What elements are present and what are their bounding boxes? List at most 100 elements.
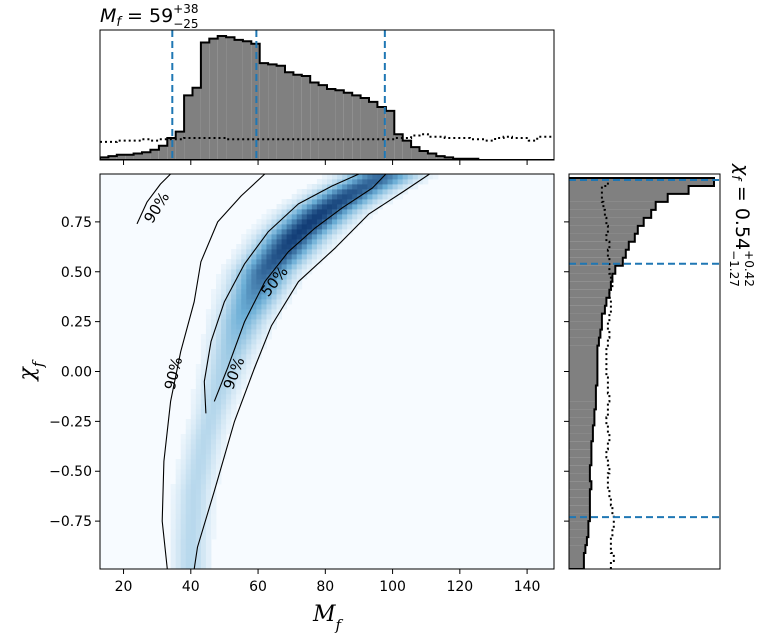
heatmap-cell (200, 414, 207, 420)
heatmap-cell (291, 269, 298, 275)
heatmap-cell (261, 269, 267, 275)
heatmap-cell (180, 449, 187, 455)
heatmap-cell (226, 429, 232, 435)
heatmap-cell (231, 319, 237, 325)
x-tick-label: 60 (249, 579, 267, 595)
heatmap-cell (210, 344, 217, 350)
heatmap-cell (170, 524, 177, 530)
heatmap-cell (210, 359, 217, 365)
heatmap-cell (175, 479, 182, 485)
heatmap-cell (205, 459, 212, 465)
heatmap-cell (170, 519, 177, 525)
heatmap-cell (195, 439, 202, 445)
heatmap-cell (210, 459, 217, 465)
heatmap-cell (261, 279, 267, 285)
marginal-x-bar (402, 140, 412, 160)
heatmap-cell (337, 179, 343, 185)
heatmap-cell (210, 494, 217, 500)
marginal-y-bar (569, 449, 592, 458)
heatmap-cell (347, 174, 353, 180)
heatmap-cell (236, 389, 242, 395)
heatmap-cell (316, 214, 323, 220)
heatmap-cell (236, 364, 242, 370)
heatmap-cell (347, 224, 353, 230)
heatmap-cell (251, 354, 257, 360)
heatmap-cell (306, 234, 313, 240)
heatmap-cell (241, 279, 247, 285)
heatmap-cell (367, 199, 373, 205)
heatmap-cell (306, 214, 313, 220)
heatmap-cell (251, 344, 257, 350)
heatmap-cell (170, 504, 177, 510)
heatmap-cell (180, 524, 187, 530)
heatmap-cell (195, 369, 202, 375)
heatmap-cell (195, 399, 202, 405)
heatmap-cell (276, 244, 282, 250)
heatmap-cell (210, 374, 217, 380)
marginal-y-bar (569, 233, 635, 242)
heatmap-cell (311, 184, 318, 190)
heatmap-cell (306, 199, 313, 205)
heatmap-cell (205, 419, 212, 425)
heatmap-cell (347, 204, 353, 210)
heatmap-cell (301, 224, 308, 230)
marginal-x-bar (234, 39, 243, 160)
heatmap-cell (195, 544, 202, 550)
heatmap-cell (296, 214, 303, 220)
heatmap-cell (180, 499, 187, 505)
heatmap-cell (372, 209, 378, 215)
heatmap-cell (276, 254, 282, 260)
heatmap-cell (241, 284, 247, 290)
heatmap-cell (332, 214, 338, 220)
heatmap-cell (231, 409, 237, 415)
heatmap-cell (261, 254, 267, 260)
heatmap-cell (205, 384, 212, 390)
heatmap-cell (261, 284, 267, 290)
heatmap-cell (226, 269, 232, 275)
heatmap-cell (226, 339, 232, 345)
heatmap-cell (357, 189, 363, 195)
heatmap-cell (362, 189, 368, 195)
marginal-x-bar (352, 95, 361, 160)
marginal-x-bar (268, 64, 277, 160)
heatmap-cell (175, 464, 182, 470)
heatmap-cell (316, 184, 323, 190)
heatmap-cell (170, 489, 177, 495)
heatmap-cell (246, 264, 252, 270)
heatmap-cell (281, 279, 288, 285)
marginal-x-bar (276, 65, 285, 160)
heatmap-cell (221, 289, 227, 295)
heatmap-cell (221, 269, 227, 275)
heatmap-cell (195, 374, 202, 380)
heatmap-cell (185, 439, 192, 445)
marginal-y-bar (569, 545, 586, 554)
marginal-y-bar (569, 297, 607, 306)
heatmap-cell (417, 174, 424, 180)
heatmap-cell (301, 264, 308, 270)
heatmap-cell (175, 539, 182, 545)
heatmap-cell (327, 229, 333, 235)
heatmap-cell (332, 244, 338, 250)
heatmap-cell (241, 259, 247, 265)
heatmap-cell (216, 419, 222, 425)
heatmap-cell (327, 179, 333, 185)
marginal-y-bar (569, 529, 589, 538)
heatmap-cell (185, 534, 192, 540)
marginal-y-bar (569, 273, 613, 282)
marginal-y-bar (569, 401, 596, 410)
heatmap-cell (352, 209, 358, 215)
heatmap-cell (226, 404, 232, 410)
heatmap-cell (286, 199, 293, 205)
heatmap-cell (205, 374, 212, 380)
heatmap-cell (357, 219, 363, 225)
marginal-x-bar (116, 154, 126, 160)
heatmap-cell (382, 199, 388, 205)
heatmap-cell (180, 434, 187, 440)
heatmap-cell (195, 394, 202, 400)
heatmap-cell (321, 174, 328, 180)
heatmap-cell (190, 389, 197, 395)
heatmap-cell (407, 174, 414, 180)
heatmap-cell (195, 549, 202, 555)
heatmap-cell (337, 239, 343, 245)
heatmap-cell (392, 184, 399, 190)
